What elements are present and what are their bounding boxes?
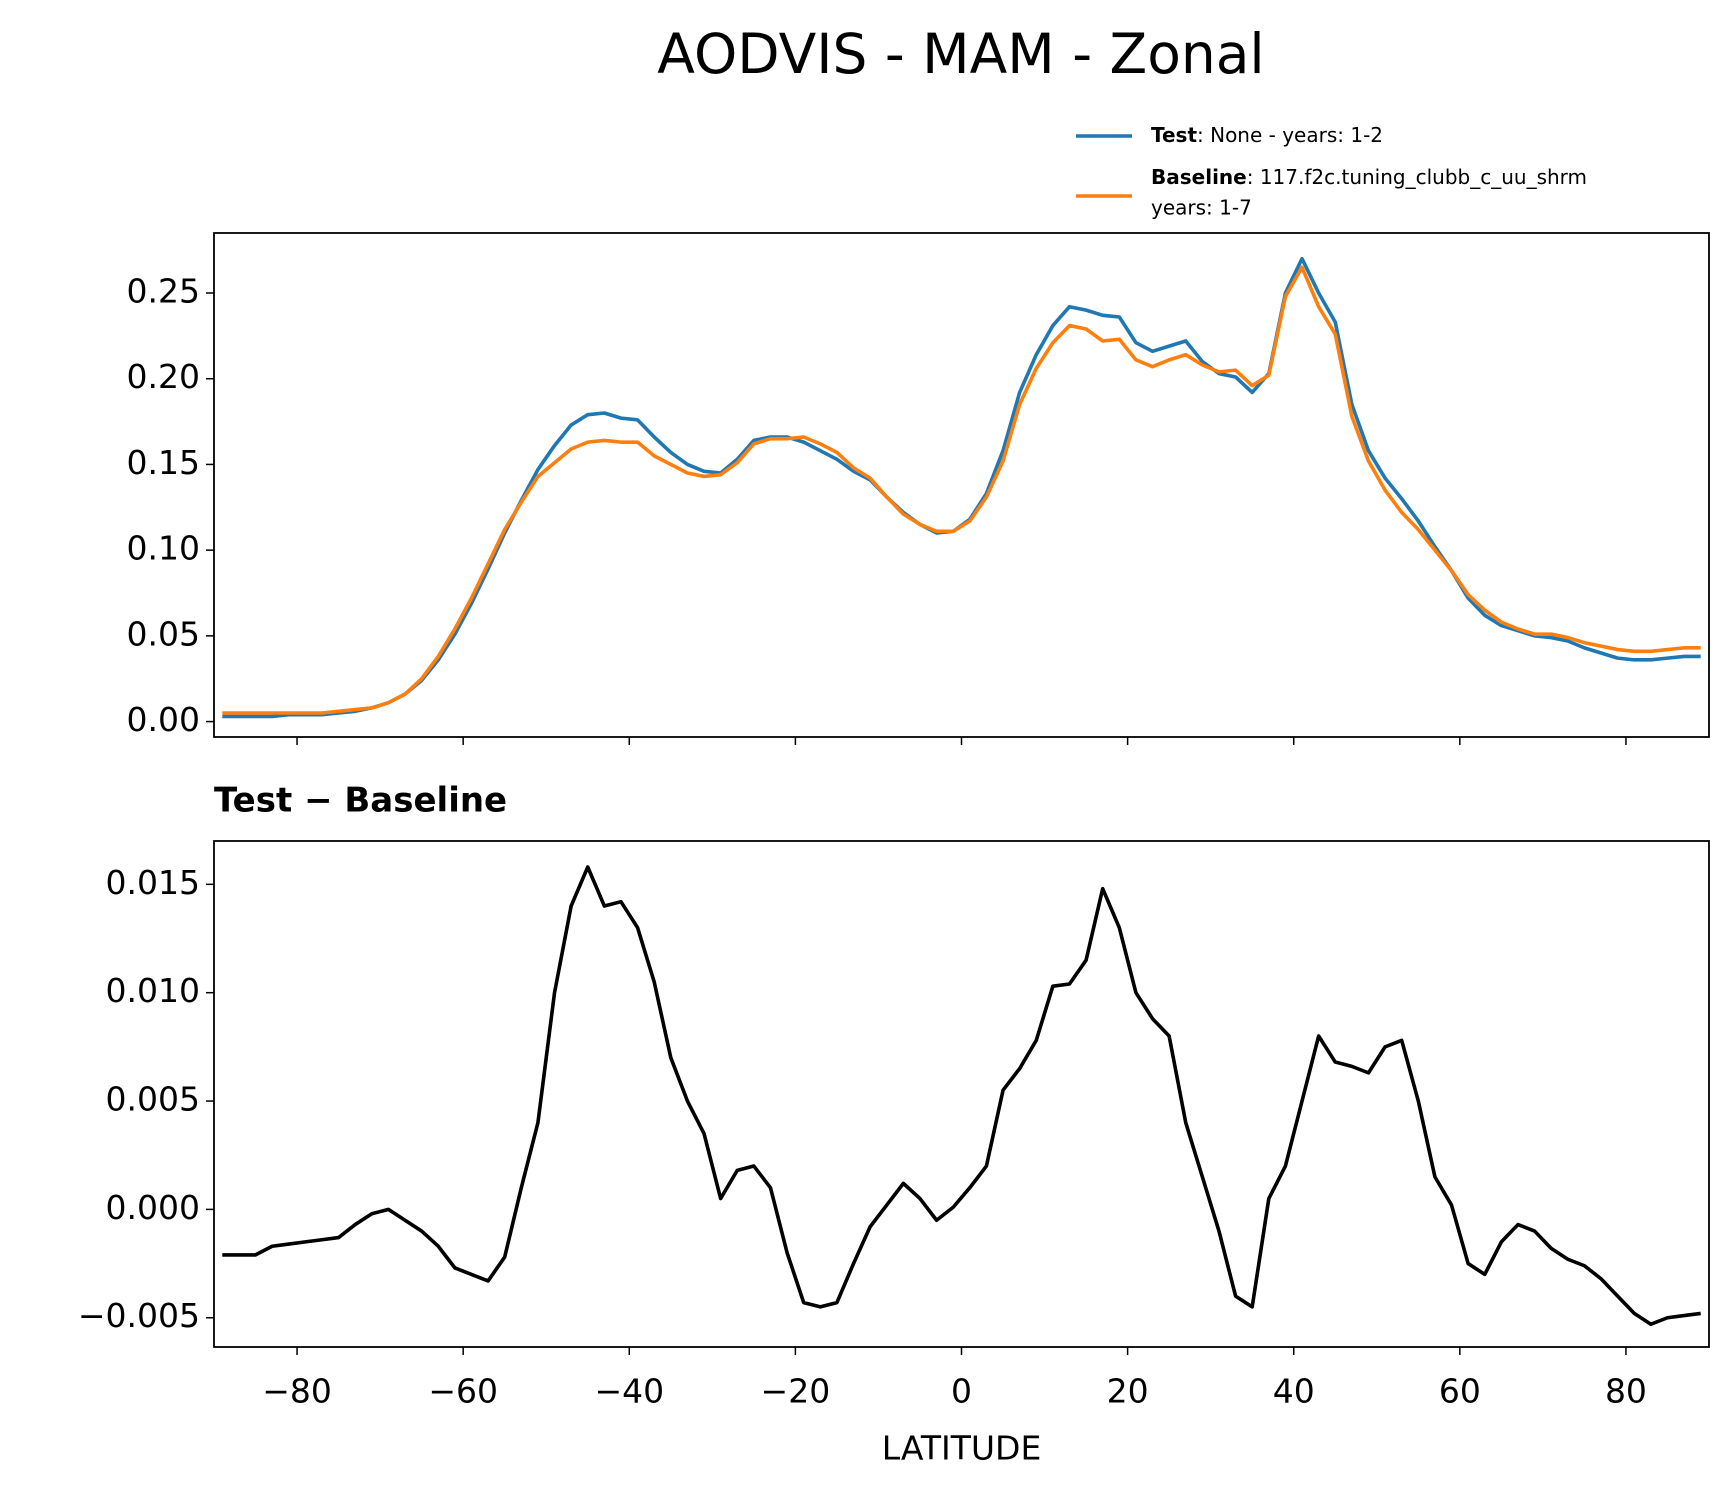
axes-frame [213, 840, 1710, 1348]
x-tick-label: −80 [262, 1372, 332, 1411]
x-tick-label: −40 [594, 1372, 664, 1411]
legend-name: Test [1151, 123, 1197, 147]
legend-label: Test: None - years: 1-2 [1151, 123, 1383, 147]
x-axis-label: LATITUDE [882, 1429, 1042, 1468]
y-tick-label: −0.005 [78, 1296, 200, 1335]
axes-frame [213, 232, 1710, 738]
legend-text: : 117.f2c.tuning_clubb_c_uu_shrm [1247, 165, 1587, 189]
legend-text: : None - years: 1-2 [1197, 123, 1383, 147]
subplot-title: Test − Baseline [214, 781, 507, 821]
x-tick-label: 80 [1605, 1372, 1647, 1411]
legend-name: Baseline [1151, 165, 1247, 189]
x-tick-label: −20 [761, 1372, 831, 1411]
y-tick-label: 0.25 [127, 272, 200, 311]
y-tick-label: 0.015 [106, 863, 200, 902]
y-tick-label: 0.00 [127, 700, 200, 739]
y-tick-label: 0.20 [127, 357, 200, 396]
plot-area [222, 256, 1701, 719]
x-tick-label: 0 [951, 1372, 972, 1411]
y-tick-label: 0.15 [127, 443, 200, 482]
figure-title: AODVIS - MAM - Zonal [657, 22, 1264, 86]
legend-text: years: 1-7 [1151, 196, 1252, 220]
y-tick-label: 0.005 [106, 1080, 200, 1119]
y-tick-label: 0.10 [127, 529, 200, 568]
x-tick-label: −60 [428, 1372, 498, 1411]
x-tick-label: 60 [1439, 1372, 1481, 1411]
y-tick-label: 0.000 [106, 1188, 200, 1227]
series-line [222, 265, 1701, 715]
legend-label: Baseline: 117.f2c.tuning_clubb_c_uu_shrm [1151, 165, 1587, 189]
x-tick-label: 20 [1107, 1372, 1149, 1411]
y-tick-label: 0.010 [106, 971, 200, 1010]
plot-area [222, 865, 1701, 1327]
x-tick-label: 40 [1273, 1372, 1315, 1411]
series-line [222, 865, 1701, 1327]
y-tick-label: 0.05 [127, 614, 200, 653]
